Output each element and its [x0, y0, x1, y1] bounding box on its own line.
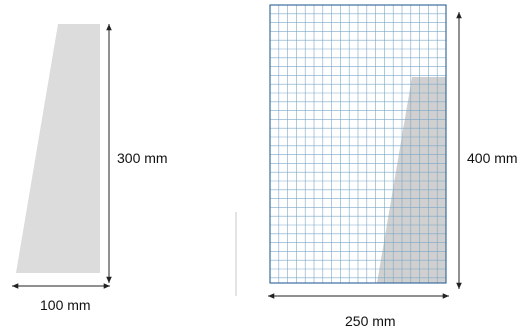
grid-border	[269, 4, 447, 284]
right-figure: 400 mm 250 mm	[235, 4, 518, 329]
left-height-label: 300 mm	[117, 150, 168, 166]
grid-lines	[270, 5, 446, 283]
right-width-label: 250 mm	[345, 313, 396, 329]
left-figure: 300 mm 100 mm	[12, 24, 168, 313]
left-trapezoid-shape	[16, 24, 100, 273]
right-trapezoid-shape	[377, 77, 446, 283]
right-height-label: 400 mm	[467, 150, 518, 166]
left-width-label: 100 mm	[40, 297, 91, 313]
